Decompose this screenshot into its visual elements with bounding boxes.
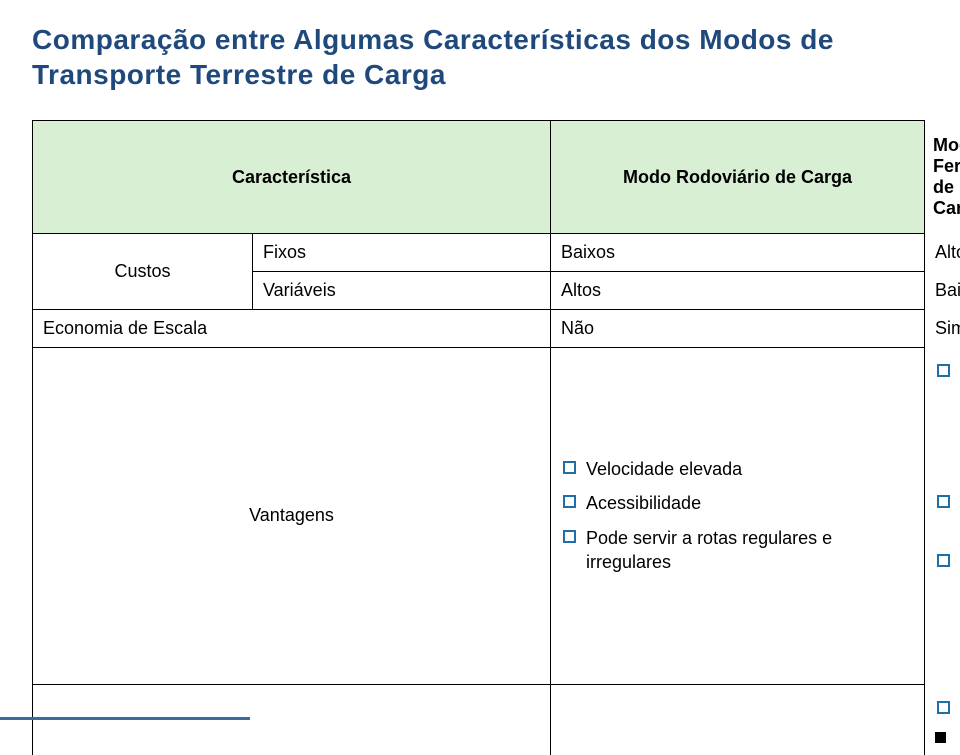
- table-row-fixos: Custos Fixos Baixos Altos: [33, 234, 925, 272]
- comparison-table: Característica Modo Rodoviário de Carga …: [32, 120, 925, 755]
- table-row-escala: Economia de Escala Não Sim: [33, 310, 925, 348]
- bullet-square-icon: [563, 530, 576, 543]
- cell-variaveis-name: Variáveis: [253, 272, 551, 310]
- row-label-custos: Custos: [33, 234, 253, 310]
- decorative-square-icon: [935, 732, 946, 743]
- slide: Comparação entre Algumas Características…: [0, 0, 960, 755]
- list-item: Pode servir a rotas regulares e irregula…: [563, 526, 912, 575]
- cell-fixos-rod: Baixos: [551, 234, 925, 272]
- list-item-text: Acessibilidade: [586, 491, 701, 515]
- bullet-square-icon: [937, 554, 950, 567]
- list-item-text: Pode servir a rotas regulares e irregula…: [586, 526, 912, 575]
- cell-variaveis-rod: Altos: [551, 272, 925, 310]
- bullet-list: Capacidade para grandes volumes e pesosF…: [935, 356, 939, 676]
- bullet-square-icon: [937, 495, 950, 508]
- cell-desvantagens-rod: Limitações no volumeLimitações no pesoEx…: [551, 684, 925, 755]
- cell-fixos-name: Fixos: [253, 234, 551, 272]
- list-item: Acessibilidade: [563, 491, 912, 515]
- header-caracteristica: Característica: [33, 121, 551, 234]
- header-rodoviario: Modo Rodoviário de Carga: [551, 121, 925, 234]
- decorative-line: [0, 717, 250, 720]
- bullet-list: Limitações no volumeLimitações no pesoEx…: [561, 748, 914, 755]
- bullet-square-icon: [937, 701, 950, 714]
- page-title: Comparação entre Algumas Características…: [32, 22, 928, 92]
- cell-vantagens-rod: Velocidade elevada Acessibilidade Pode ser…: [551, 348, 925, 685]
- row-label-escala: Economia de Escala: [33, 310, 551, 348]
- row-label-vantagens: Vantagens: [33, 348, 551, 685]
- bullet-square-icon: [563, 461, 576, 474]
- list-item: Velocidade elevada: [563, 457, 912, 481]
- list-item-text: Velocidade elevada: [586, 457, 742, 481]
- bullet-square-icon: [937, 364, 950, 377]
- bullet-square-icon: [563, 495, 576, 508]
- bullet-list: Velocidade elevada Acessibilidade Pode ser…: [561, 453, 914, 578]
- table-header-row: Característica Modo Rodoviário de Carga …: [33, 121, 925, 234]
- table-row-vantagens: Vantagens Velocidade elevada Acessibilida…: [33, 348, 925, 685]
- cell-escala-rod: Não: [551, 310, 925, 348]
- bullet-list: Lentidão na entregaInviabilidade para o …: [935, 693, 939, 755]
